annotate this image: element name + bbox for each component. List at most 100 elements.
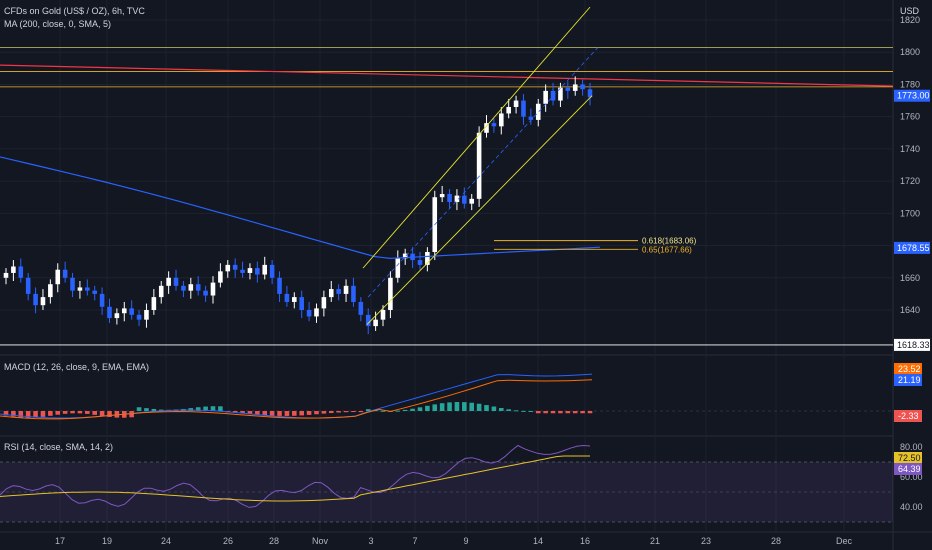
macd-histogram-bar: [321, 411, 327, 414]
macd-histogram-bar: [587, 411, 593, 414]
candle-body: [173, 277, 179, 286]
rsi-pane[interactable]: [0, 444, 893, 523]
macd-histogram-bar: [11, 411, 16, 417]
price-tick: 1780: [900, 79, 920, 89]
candle-body: [395, 258, 401, 278]
price-tick: 1720: [900, 176, 920, 186]
macd-label[interactable]: MACD (12, 26, close, 9, EMA, EMA): [4, 362, 150, 372]
macd-histogram-bar: [92, 411, 98, 415]
candle-body: [373, 319, 378, 327]
macd-tag-bg: [894, 410, 922, 422]
candle-body: [55, 269, 61, 285]
candle-body: [358, 301, 364, 315]
candle-body: [136, 314, 142, 320]
price-tick: 1800: [900, 47, 920, 57]
candle-body: [11, 266, 16, 273]
candle-body: [351, 285, 356, 302]
candle-body: [70, 277, 75, 291]
macd-histogram-bar: [129, 411, 134, 418]
candle-body: [454, 195, 460, 203]
symbol-title[interactable]: CFDs on Gold (US$ / OZ), 6h, TVC: [4, 6, 145, 16]
macd-histogram-bar: [565, 411, 571, 414]
time-tick: 19: [102, 536, 112, 546]
ma-200-line: [0, 156, 601, 260]
price-tag-text: 1678.55: [897, 243, 930, 253]
macd-histogram-bar: [85, 411, 90, 414]
macd-histogram-bar: [77, 411, 83, 414]
rsi-line: [0, 444, 591, 508]
ma-indicator-label[interactable]: MA (200, close, 0, SMA, 5): [4, 19, 112, 29]
candle-body: [40, 297, 46, 306]
candle-body: [321, 297, 327, 309]
macd-histogram-bar: [491, 406, 497, 411]
candle-body: [388, 277, 393, 310]
candle-body: [521, 100, 526, 117]
candle-body: [99, 293, 105, 307]
macd-histogram-bar: [136, 407, 142, 411]
price-tag-bg: [894, 338, 930, 351]
macd-histogram-bar: [351, 411, 356, 413]
macd-histogram-bar: [550, 411, 556, 414]
macd-histogram-bar: [558, 411, 563, 414]
price-pane[interactable]: 0.618(1683.06)0.65(1677.66): [0, 6, 894, 346]
price-tick: 1660: [900, 273, 920, 283]
candle-body: [166, 277, 171, 286]
candle-body: [3, 272, 9, 278]
candle-body: [425, 252, 430, 265]
macd-histogram-bar: [328, 411, 334, 414]
candle-body: [484, 123, 489, 133]
macd-histogram-bar: [521, 410, 526, 412]
macd-histogram-bar: [247, 411, 253, 415]
time-axis[interactable]: 17 19 24 26 28 Nov 3 7 9 14 16 21 23 28 Dec: [55, 536, 853, 546]
time-tick: 3: [368, 536, 373, 546]
candle-body: [439, 194, 445, 198]
candle-body: [188, 284, 194, 291]
macd-histogram-bar: [277, 411, 282, 416]
fib-label: 0.65(1677.66): [642, 245, 692, 254]
candle-body: [491, 123, 497, 127]
price-tag-text: 1618.33: [897, 340, 930, 350]
candle-body: [506, 107, 511, 114]
macd-histogram-bar: [513, 410, 519, 412]
macd-histogram-bar: [410, 408, 415, 411]
candle-body: [181, 285, 186, 291]
macd-histogram-bar: [18, 411, 24, 418]
macd-histogram-bar: [33, 411, 38, 418]
macd-histogram-bar: [425, 405, 430, 411]
macd-histogram-bar: [107, 411, 112, 417]
macd-histogram-bar: [292, 411, 297, 416]
candle-body: [203, 290, 208, 296]
macd-histogram-bar: [365, 409, 371, 411]
candle-body: [144, 310, 149, 320]
candle-body: [247, 268, 253, 273]
price-tick: 1760: [900, 112, 920, 122]
time-tick: 17: [55, 536, 65, 546]
time-tick: 7: [412, 536, 417, 546]
macd-histogram-bar: [62, 411, 68, 414]
price-tick: 1740: [900, 144, 920, 154]
rsi-label[interactable]: RSI (14, close, SMA, 14, 2): [4, 442, 114, 452]
macd-histogram-bar: [417, 407, 423, 411]
macd-histogram-bar: [203, 406, 208, 411]
macd-tag-bg: [894, 363, 922, 375]
macd-signal-line: [0, 379, 593, 420]
macd-histogram-bar: [210, 406, 216, 411]
macd-tag-bg: [894, 374, 922, 386]
candle-body: [232, 264, 238, 270]
candle-body: [343, 285, 349, 294]
candle-body: [284, 293, 290, 302]
candle-body: [580, 84, 585, 90]
macd-histogram-bar: [484, 405, 489, 411]
macd-histogram-bar: [114, 411, 120, 418]
candle-body: [314, 308, 319, 317]
time-tick: 24: [161, 536, 171, 546]
candle-body: [513, 100, 519, 107]
macd-pane[interactable]: [0, 373, 893, 420]
macd-histogram-bar: [498, 408, 504, 411]
macd-histogram-bar: [158, 409, 164, 411]
candle-body: [240, 269, 245, 273]
macd-histogram-bar: [299, 411, 304, 416]
candle-body: [462, 195, 467, 204]
macd-histogram-bar: [48, 411, 53, 416]
